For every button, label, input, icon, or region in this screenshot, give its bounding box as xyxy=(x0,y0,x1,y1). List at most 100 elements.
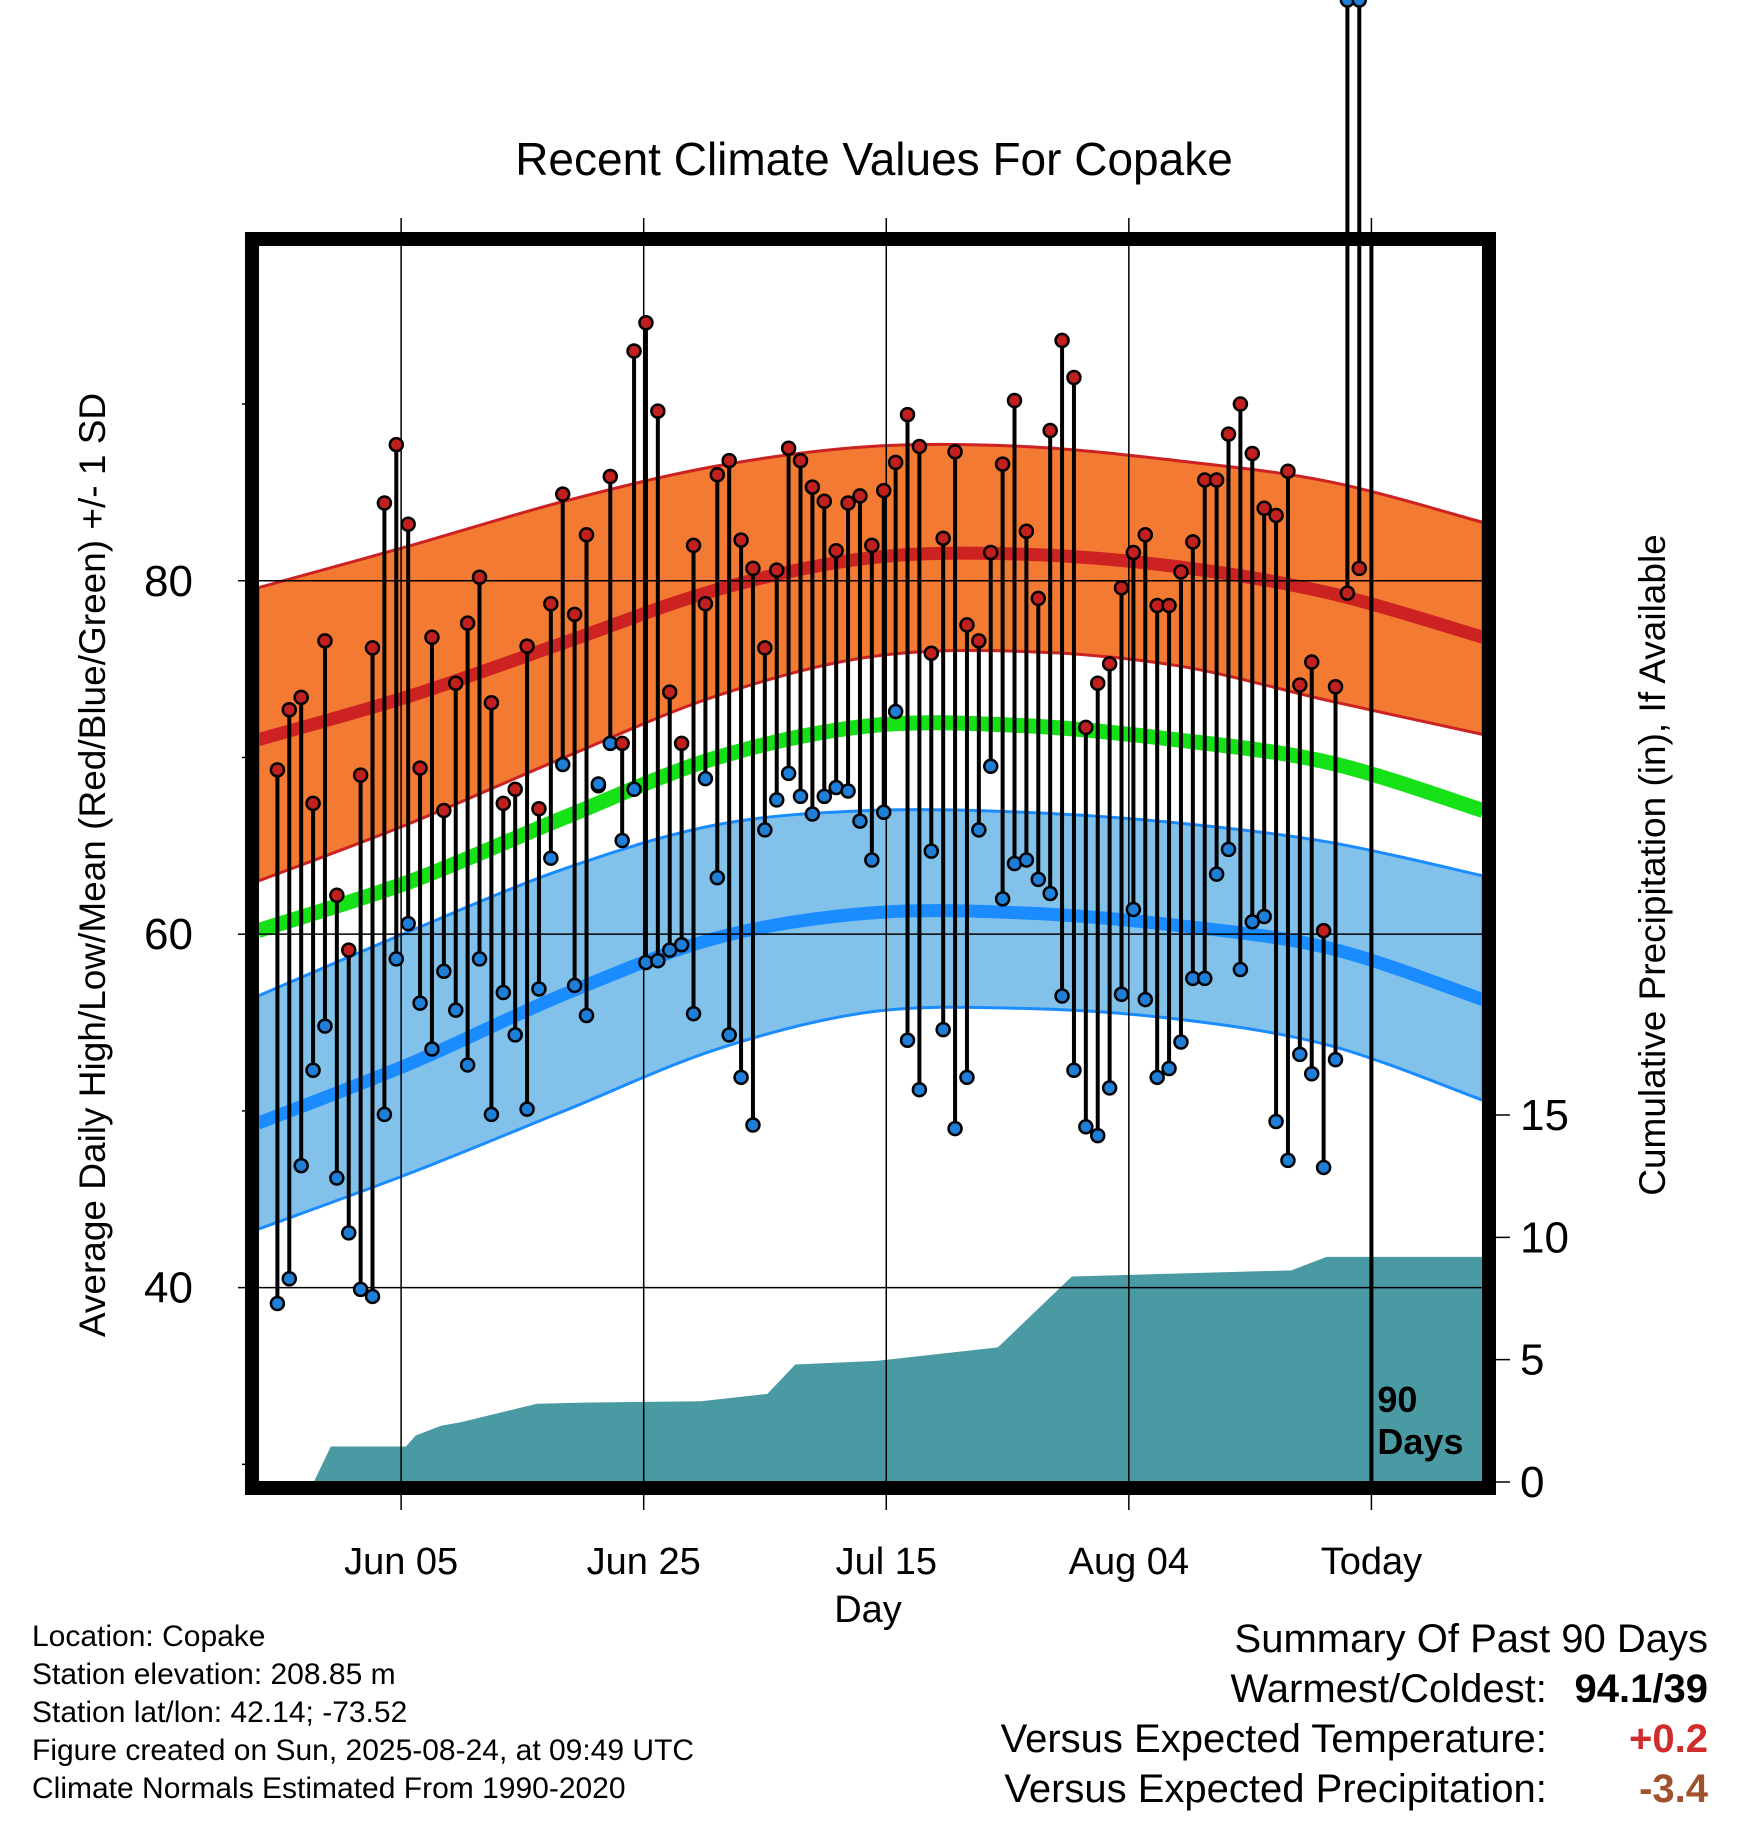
daily-low-point xyxy=(1173,1034,1189,1050)
daily-low-point xyxy=(721,1027,737,1043)
daily-low-point xyxy=(1113,986,1130,1003)
daily-high-point xyxy=(1256,500,1272,517)
daily-low-point xyxy=(852,813,868,829)
daily-high-point xyxy=(994,456,1011,472)
daily-low-point xyxy=(531,981,547,997)
daily-high-point xyxy=(471,569,488,585)
daily-low-point xyxy=(1351,0,1368,8)
location-text: Location: Copake xyxy=(32,1620,266,1653)
daily-high-point xyxy=(1173,564,1189,580)
daily-high-point xyxy=(1113,580,1130,596)
daily-low-point xyxy=(1161,1060,1177,1077)
daily-low-point xyxy=(566,977,583,994)
daily-low-point xyxy=(1256,908,1272,925)
daily-low-point xyxy=(507,1027,523,1043)
daily-low-point xyxy=(614,832,630,849)
daily-low-point xyxy=(495,984,512,1001)
daily-high-point xyxy=(602,468,619,485)
daily-low-point xyxy=(1303,1066,1320,1082)
daily-high-point xyxy=(1030,590,1047,607)
daily-low-point xyxy=(1280,1152,1296,1169)
daily-low-point xyxy=(982,758,999,775)
daily-high-point xyxy=(1244,445,1261,462)
daily-high-point xyxy=(424,629,440,646)
precip-label: Versus Expected Precipitation: xyxy=(1004,1767,1547,1811)
x-tick-label: Jun 05 xyxy=(344,1541,458,1583)
daily-low-point xyxy=(935,1021,951,1038)
summary-precip-row: Versus Expected Precipitation: -3.4 xyxy=(1001,1764,1708,1814)
daily-high-point xyxy=(757,640,773,656)
created-text: Figure created on Sun, 2025-08-24, at 09… xyxy=(32,1734,695,1767)
station-info: Location: Copake Station elevation: 208.… xyxy=(32,1618,694,1808)
temp-label: Versus Expected Temperature: xyxy=(1000,1717,1547,1761)
daily-high-point xyxy=(447,675,464,692)
daily-low-point xyxy=(1101,1080,1118,1096)
daily-high-point xyxy=(495,795,512,812)
summary-panel: Summary Of Past 90 Days Warmest/Coldest:… xyxy=(1001,1614,1708,1814)
summary-title: Summary Of Past 90 Days xyxy=(1234,1617,1708,1661)
daily-low-point xyxy=(1125,901,1142,918)
daily-low-point xyxy=(1220,841,1237,858)
daily-high-point xyxy=(745,560,761,577)
daily-high-point xyxy=(412,760,428,776)
daily-high-point xyxy=(507,781,523,798)
daily-high-point xyxy=(364,640,381,656)
plot-frame xyxy=(245,232,1496,1495)
daily-low-point xyxy=(376,1106,393,1123)
daily-high-point xyxy=(269,762,286,778)
daily-low-point xyxy=(1196,970,1213,987)
daily-low-point xyxy=(757,822,773,838)
temp-value: +0.2 xyxy=(1629,1717,1708,1761)
daily-high-point xyxy=(1078,719,1094,736)
daily-high-point xyxy=(923,645,940,661)
daily-low-point xyxy=(971,822,987,838)
daily-low-point xyxy=(697,770,714,787)
daily-low-point xyxy=(864,852,880,868)
precip-value: -3.4 xyxy=(1639,1767,1708,1811)
daily-low-point xyxy=(364,1288,381,1305)
daily-high-point xyxy=(1054,332,1070,349)
daily-low-point xyxy=(994,891,1011,907)
daily-low-point xyxy=(1089,1127,1106,1144)
daily-high-point xyxy=(650,403,666,419)
daily-high-point xyxy=(1280,463,1296,479)
daily-high-point xyxy=(947,444,963,460)
daily-low-point xyxy=(1018,852,1035,868)
daily-low-point xyxy=(804,806,821,822)
daily-low-point xyxy=(816,788,833,805)
y-tick-label-left: 80 xyxy=(144,557,193,606)
precip-area xyxy=(258,1256,1483,1482)
daily-high-point xyxy=(1066,369,1082,386)
daily-low-point xyxy=(293,1157,309,1174)
daily-low-point xyxy=(1137,991,1154,1008)
daily-high-point xyxy=(1125,544,1142,561)
daily-low-point xyxy=(840,783,856,799)
daily-high-point xyxy=(305,795,321,812)
daily-low-point xyxy=(352,1281,369,1298)
daily-high-point xyxy=(685,537,702,554)
daily-low-point xyxy=(436,963,452,980)
daily-high-point xyxy=(352,767,369,783)
daily-low-point xyxy=(269,1295,286,1312)
daily-low-point xyxy=(626,781,642,798)
daily-high-point xyxy=(543,595,559,612)
daily-low-point xyxy=(1054,988,1070,1004)
y-tick-label-right: 0 xyxy=(1520,1458,1544,1507)
daily-low-point xyxy=(911,1081,928,1098)
daily-low-point xyxy=(768,792,785,808)
daily-high-point xyxy=(578,527,595,543)
x-tick-label: Today xyxy=(1321,1541,1422,1583)
daily-low-point xyxy=(733,1069,749,1086)
daily-low-point xyxy=(305,1062,321,1079)
y-tick-label-left: 40 xyxy=(144,1264,193,1313)
daily-low-point xyxy=(447,1002,464,1018)
daily-low-point xyxy=(281,1271,298,1287)
daily-high-point xyxy=(959,617,975,633)
daily-high-point xyxy=(400,516,416,532)
warmest-label: Warmest/Coldest: xyxy=(1230,1667,1547,1711)
y-tick-label-right: 5 xyxy=(1520,1336,1544,1385)
daily-high-point xyxy=(317,633,333,649)
daily-low-point xyxy=(899,1032,916,1048)
